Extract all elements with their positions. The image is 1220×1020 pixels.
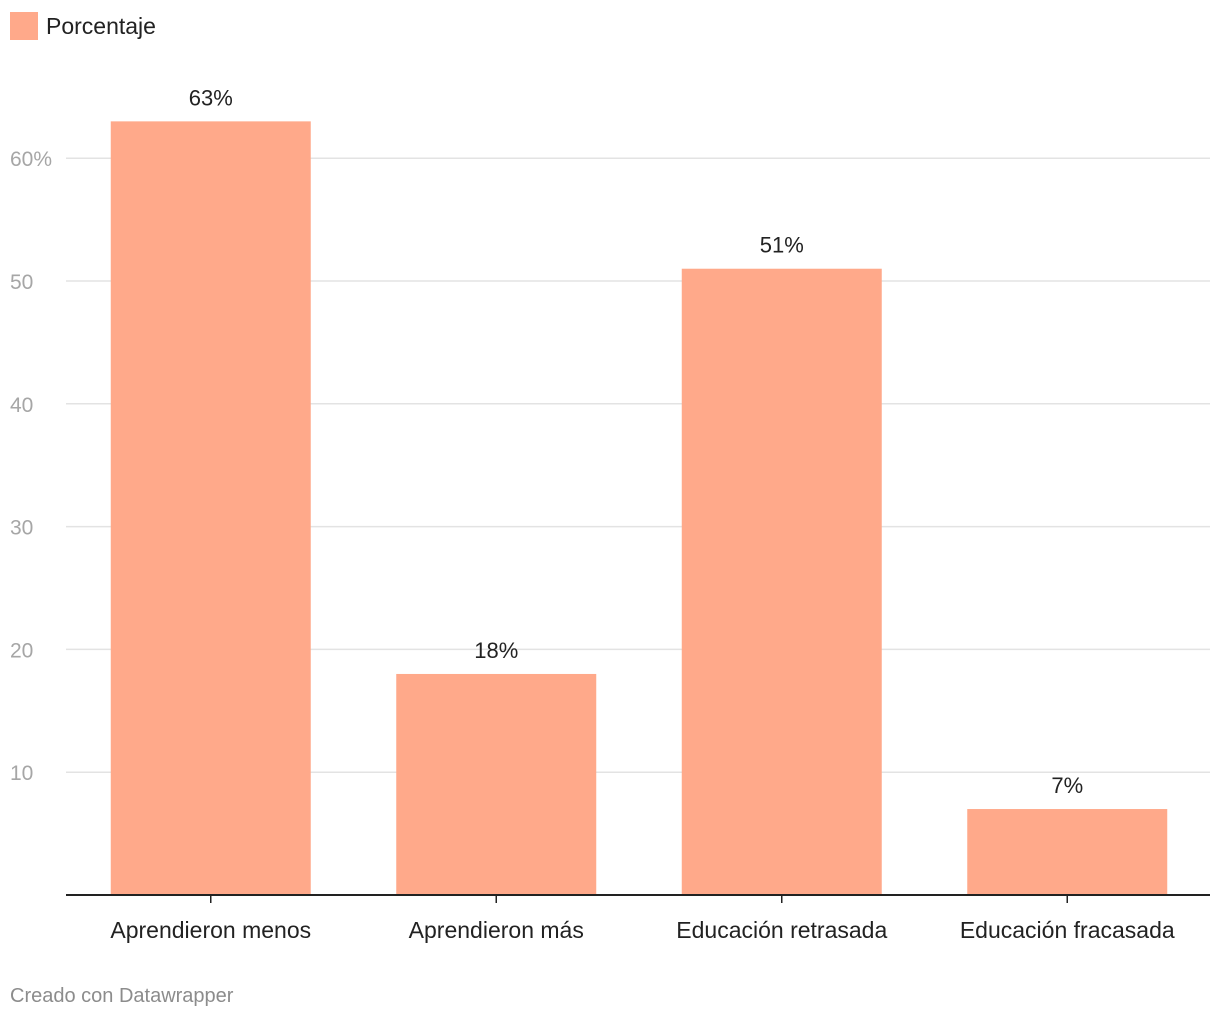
bar: [110, 121, 311, 896]
x-tick-label: Educación fracasada: [960, 917, 1175, 943]
y-tick-label: 60%: [10, 148, 52, 171]
bar: [967, 809, 1168, 895]
x-tick-label: Aprendieron más: [409, 917, 584, 943]
bar: [681, 268, 882, 896]
y-tick-label: 30: [10, 517, 33, 540]
y-tick-label: 10: [10, 762, 33, 785]
legend: Porcentaje: [10, 12, 156, 40]
legend-swatch: [10, 12, 38, 40]
y-tick-label: 40: [10, 394, 33, 417]
x-tick-label: Educación retrasada: [676, 917, 887, 943]
x-tick-label: Aprendieron menos: [110, 917, 311, 943]
bar-value-label: 51%: [760, 233, 804, 258]
bar: [396, 673, 597, 895]
y-tick-label: 20: [10, 639, 33, 662]
y-tick-label: 50: [10, 271, 33, 294]
bar-value-label: 63%: [189, 85, 233, 110]
legend-label: Porcentaje: [46, 12, 156, 39]
credit-text: Creado con Datawrapper: [10, 985, 234, 1007]
bar-value-label: 18%: [474, 638, 518, 663]
bar-value-label: 7%: [1051, 773, 1083, 798]
